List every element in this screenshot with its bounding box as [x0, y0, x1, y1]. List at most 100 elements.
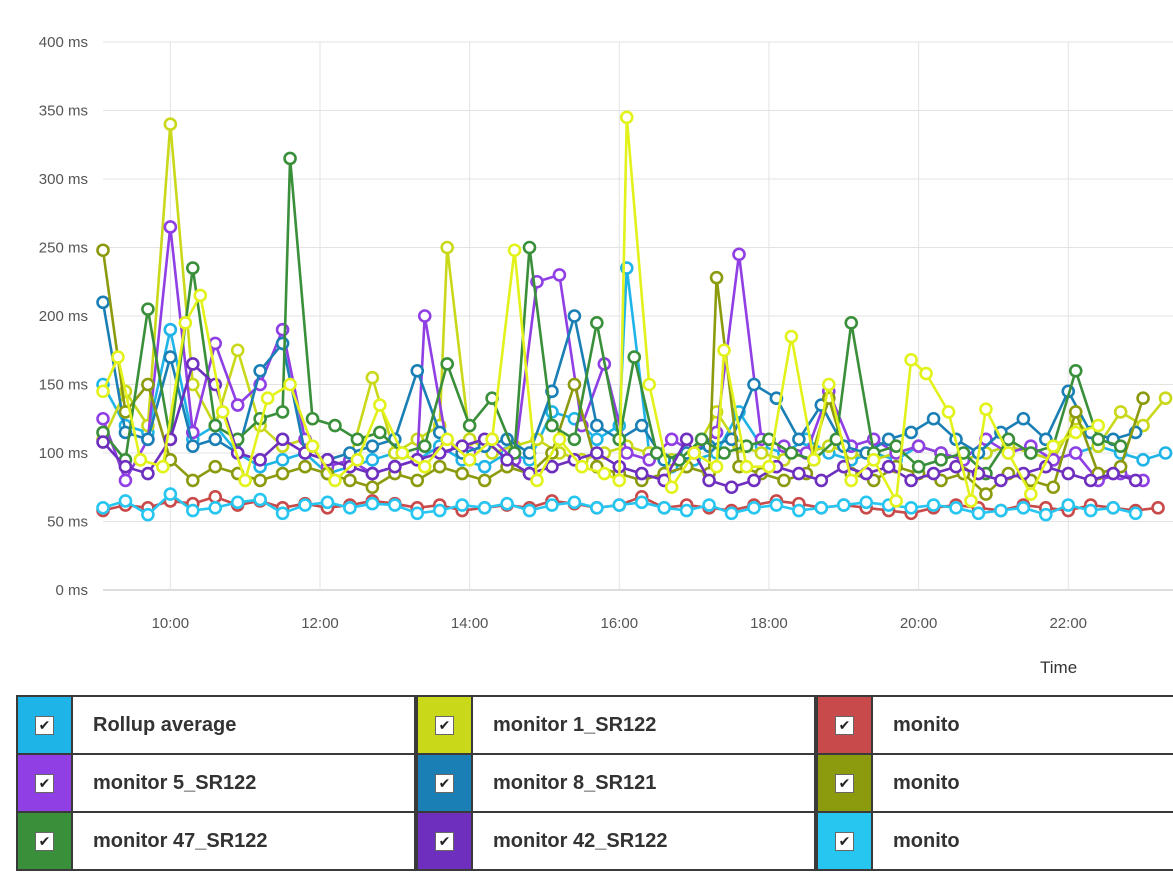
data-point[interactable] — [485, 432, 499, 447]
data-point[interactable] — [904, 500, 918, 515]
data-point[interactable] — [1046, 439, 1061, 453]
data-point[interactable] — [305, 411, 320, 426]
legend-item[interactable]: ✔ monito — [816, 753, 1173, 813]
data-point[interactable] — [141, 507, 155, 522]
data-point[interactable] — [185, 439, 200, 453]
data-point[interactable] — [1091, 418, 1105, 433]
data-point[interactable] — [298, 498, 312, 512]
data-point[interactable] — [1016, 411, 1031, 426]
data-point[interactable] — [118, 494, 133, 508]
data-point[interactable] — [373, 425, 387, 440]
data-point[interactable] — [822, 377, 836, 392]
data-point[interactable] — [762, 459, 776, 474]
data-point[interactable] — [477, 473, 492, 488]
data-point[interactable] — [118, 473, 133, 488]
data-point[interactable] — [1001, 432, 1016, 447]
data-point[interactable] — [619, 110, 634, 125]
data-point[interactable] — [590, 500, 604, 515]
data-point[interactable] — [949, 459, 963, 474]
legend-swatch[interactable]: ✔ — [818, 755, 873, 811]
data-point[interactable] — [156, 459, 170, 474]
data-point[interactable] — [230, 398, 245, 412]
data-point[interactable] — [649, 446, 664, 460]
data-point[interactable] — [777, 473, 791, 488]
data-point[interactable] — [792, 503, 806, 518]
data-point[interactable] — [612, 498, 627, 512]
data-point[interactable] — [185, 357, 200, 371]
data-point[interactable] — [679, 432, 694, 447]
data-point[interactable] — [365, 370, 380, 385]
data-point[interactable] — [133, 453, 148, 467]
data-point[interactable] — [634, 466, 649, 481]
data-point[interactable] — [889, 439, 903, 453]
data-point[interactable] — [1113, 439, 1128, 453]
data-point[interactable] — [253, 453, 267, 467]
data-point[interactable] — [163, 322, 178, 337]
data-point[interactable] — [979, 487, 993, 501]
data-point[interactable] — [417, 309, 432, 323]
data-point[interactable] — [979, 402, 993, 416]
data-point[interactable] — [634, 418, 649, 433]
data-point[interactable] — [941, 405, 956, 419]
data-point[interactable] — [185, 473, 200, 488]
data-point[interactable] — [253, 492, 267, 507]
data-point[interactable] — [709, 425, 724, 440]
data-point[interactable] — [275, 466, 290, 481]
data-point[interactable] — [784, 446, 799, 460]
data-point[interactable] — [567, 377, 582, 392]
data-point[interactable] — [410, 506, 425, 521]
data-point[interactable] — [275, 453, 290, 467]
data-point[interactable] — [1001, 446, 1016, 460]
data-point[interactable] — [1068, 405, 1083, 419]
data-point[interactable] — [208, 418, 223, 433]
data-point[interactable] — [455, 498, 469, 512]
data-point[interactable] — [208, 500, 223, 515]
data-point[interactable] — [350, 432, 365, 447]
data-point[interactable] — [709, 459, 724, 474]
data-point[interactable] — [215, 405, 230, 419]
legend-item[interactable]: ✔ monitor 47_SR122 — [16, 811, 416, 871]
legend-item[interactable]: ✔ monitor 8_SR121 — [416, 753, 816, 813]
data-point[interactable] — [724, 480, 739, 495]
data-point[interactable] — [642, 377, 657, 392]
data-point[interactable] — [747, 500, 761, 515]
data-point[interactable] — [500, 496, 514, 511]
data-point[interactable] — [702, 473, 716, 488]
data-point[interactable] — [545, 418, 559, 433]
data-point[interactable] — [904, 353, 918, 367]
data-point[interactable] — [792, 432, 806, 447]
legend-swatch[interactable]: ✔ — [18, 813, 73, 869]
data-point[interactable] — [836, 498, 851, 512]
data-point[interactable] — [96, 411, 110, 426]
legend-swatch[interactable]: ✔ — [418, 813, 473, 869]
data-point[interactable] — [1128, 506, 1143, 521]
data-point[interactable] — [395, 446, 410, 460]
data-point[interactable] — [440, 240, 454, 255]
data-point[interactable] — [1024, 446, 1038, 460]
data-point[interactable] — [754, 446, 769, 460]
data-point[interactable] — [230, 495, 245, 510]
data-point[interactable] — [230, 343, 245, 358]
checkbox-icon[interactable]: ✔ — [35, 715, 54, 735]
checkbox-icon[interactable]: ✔ — [835, 831, 854, 851]
data-point[interactable] — [612, 473, 627, 488]
data-point[interactable] — [373, 398, 387, 412]
data-point[interactable] — [1083, 503, 1098, 518]
data-point[interactable] — [926, 466, 941, 481]
data-point[interactable] — [1136, 453, 1150, 467]
data-point[interactable] — [814, 500, 829, 515]
data-point[interactable] — [545, 459, 559, 474]
data-point[interactable] — [1038, 507, 1053, 522]
data-point[interactable] — [1061, 466, 1076, 481]
data-point[interactable] — [462, 418, 477, 433]
data-point[interactable] — [866, 453, 881, 467]
data-point[interactable] — [260, 391, 275, 406]
data-point[interactable] — [410, 473, 425, 488]
data-point[interactable] — [911, 459, 926, 474]
data-point[interactable] — [934, 453, 948, 467]
data-point[interactable] — [926, 411, 941, 426]
data-point[interactable] — [440, 357, 454, 371]
data-point[interactable] — [1113, 405, 1128, 419]
data-point[interactable] — [440, 432, 454, 447]
data-point[interactable] — [552, 268, 567, 282]
